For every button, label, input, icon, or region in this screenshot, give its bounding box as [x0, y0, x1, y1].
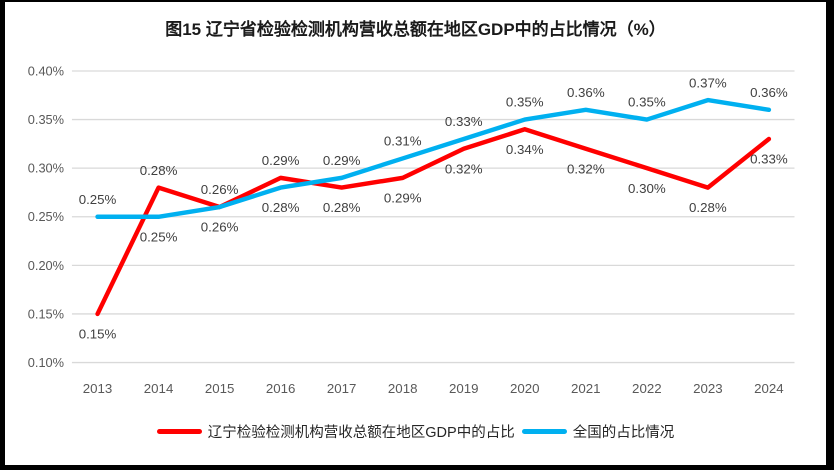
x-tick-label: 2014	[144, 381, 174, 396]
legend-label-national: 全国的占比情况	[572, 425, 675, 441]
data-label-national: 0.28%	[262, 200, 300, 215]
data-label-national: 0.26%	[201, 220, 239, 235]
legend-item-national: 全国的占比情况	[521, 421, 675, 442]
legend-label-liaoning: 辽宁检验检测机构营收总额在地区GDP中的占比	[207, 425, 515, 441]
x-tick-label: 2019	[449, 381, 479, 396]
x-tick-label: 2015	[205, 381, 235, 396]
x-tick-label: 2017	[327, 381, 357, 396]
data-label-national: 0.35%	[628, 95, 666, 110]
plot-area: 0.10% 0.15% 0.20% 0.25% 0.30% 0.35% 0.40% 2013 2…	[28, 63, 795, 396]
data-label-liaoning: 0.33%	[750, 152, 788, 167]
data-label-national: 0.29%	[323, 153, 361, 168]
x-tick-label: 2020	[510, 381, 540, 396]
data-label-liaoning: 0.32%	[445, 161, 483, 176]
data-label-liaoning: 0.34%	[506, 142, 544, 157]
series-line-national	[95, 97, 772, 219]
data-label-liaoning: 0.29%	[384, 190, 422, 205]
x-tick-label: 2018	[388, 381, 418, 396]
y-tick-label: 0.25%	[28, 209, 64, 224]
legend-item-liaoning: 辽宁检验检测机构营收总额在地区GDP中的占比	[156, 421, 515, 442]
data-label-national: 0.25%	[79, 192, 117, 207]
data-label-liaoning: 0.28%	[140, 163, 178, 178]
data-label-national: 0.36%	[567, 85, 605, 100]
data-label-national: 0.36%	[750, 85, 788, 100]
legend-line-swatch-blue	[521, 429, 567, 434]
data-label-liaoning: 0.29%	[262, 153, 300, 168]
x-tick-label: 2021	[571, 381, 601, 396]
data-label-national: 0.33%	[445, 114, 483, 129]
data-label-national: 0.25%	[140, 229, 178, 244]
data-label-national: 0.31%	[384, 134, 422, 149]
x-tick-label: 2024	[754, 381, 784, 396]
x-tick-label: 2022	[632, 381, 662, 396]
data-label-national: 0.37%	[689, 75, 727, 90]
y-tick-label: 0.40%	[28, 63, 64, 78]
data-label-liaoning: 0.30%	[628, 181, 666, 196]
x-tick-label: 2023	[693, 381, 723, 396]
chart-title: 图15 辽宁省检验检测机构营收总额在地区GDP中的占比情况（%）	[165, 20, 666, 39]
y-tick-label: 0.20%	[28, 258, 64, 273]
legend-line-swatch-red	[156, 429, 202, 434]
data-label-liaoning: 0.32%	[567, 161, 605, 176]
data-label-liaoning: 0.26%	[201, 182, 239, 197]
legend: 辽宁检验检测机构营收总额在地区GDP中的占比 全国的占比情况	[5, 421, 826, 442]
data-label-liaoning: 0.28%	[689, 200, 727, 215]
y-tick-label: 0.15%	[28, 306, 64, 321]
x-tick-label: 2016	[266, 381, 296, 396]
data-label-national: 0.35%	[506, 95, 544, 110]
data-label-liaoning: 0.15%	[79, 327, 117, 342]
y-tick-label: 0.10%	[28, 355, 64, 370]
y-tick-label: 0.35%	[28, 112, 64, 127]
x-tick-label: 2013	[83, 381, 113, 396]
data-label-liaoning: 0.28%	[323, 200, 361, 215]
series-line-liaoning	[95, 127, 772, 317]
y-tick-label: 0.30%	[28, 161, 64, 176]
